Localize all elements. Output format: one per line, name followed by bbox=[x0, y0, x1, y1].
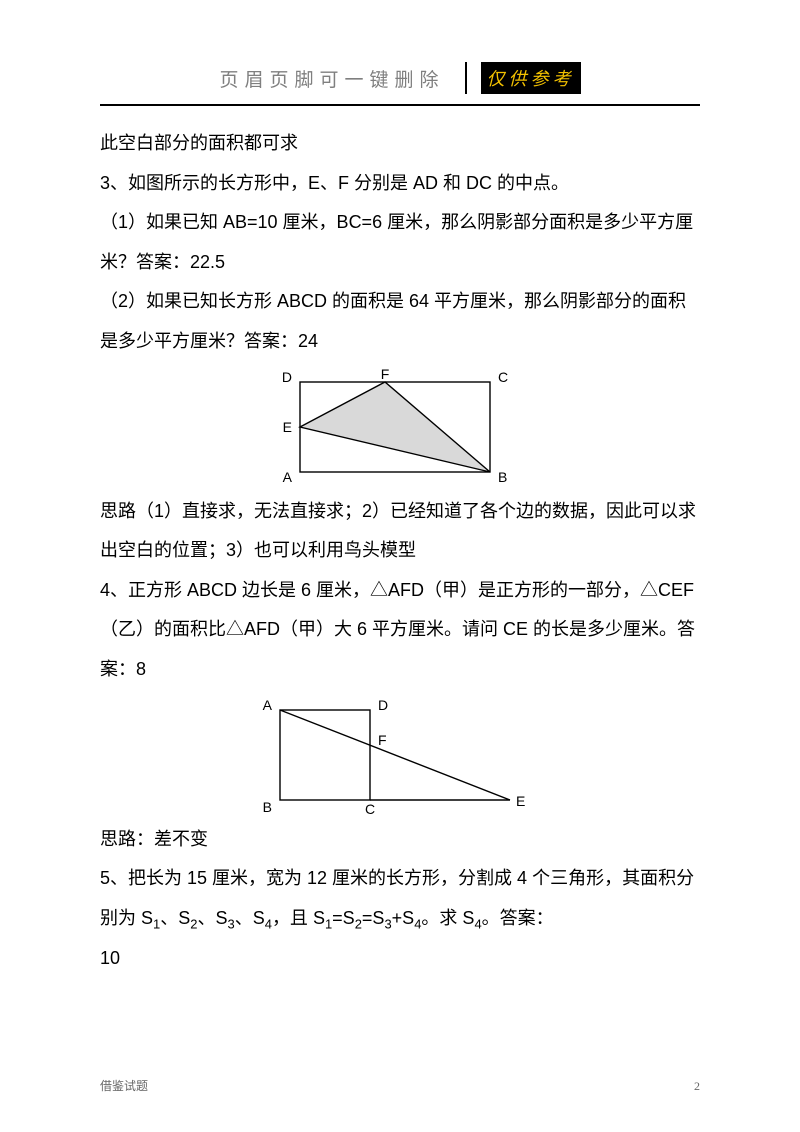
text: =S bbox=[362, 908, 385, 928]
header-divider bbox=[465, 62, 467, 94]
reference-stamp: 仅供参考 bbox=[481, 62, 581, 94]
diagram-2: A D F B C E bbox=[100, 696, 700, 816]
subscript: 4 bbox=[265, 916, 272, 931]
text: +S bbox=[392, 908, 415, 928]
text: 。求 S bbox=[421, 908, 474, 928]
text: 。答案： bbox=[482, 908, 554, 928]
stamp-text: 仅供参考 bbox=[487, 65, 575, 91]
document-body: 此空白部分的面积都可求 3、如图所示的长方形中，E、F 分别是 AD 和 DC … bbox=[100, 124, 700, 978]
paragraph: 10 bbox=[100, 939, 700, 979]
subscript: 3 bbox=[227, 916, 234, 931]
text: 、S bbox=[235, 908, 265, 928]
label-F: F bbox=[381, 368, 390, 382]
label-A: A bbox=[283, 469, 293, 485]
paragraph: 5、把长为 15 厘米，宽为 12 厘米的长方形，分割成 4 个三角形，其面积分… bbox=[100, 859, 700, 939]
label-E: E bbox=[516, 793, 525, 809]
rectangle-efb-diagram: D F C E A B bbox=[280, 368, 520, 488]
label-B: B bbox=[498, 469, 507, 485]
label-E: E bbox=[283, 419, 292, 435]
paragraph: 4、正方形 ABCD 边长是 6 厘米，△AFD（甲）是正方形的一部分，△CEF… bbox=[100, 571, 700, 690]
label-F: F bbox=[378, 732, 387, 748]
square-extension-diagram: A D F B C E bbox=[260, 696, 540, 816]
text: =S bbox=[332, 908, 355, 928]
page-footer: 借鉴试题 2 bbox=[100, 1077, 700, 1094]
text: 、S bbox=[160, 908, 190, 928]
header-rule bbox=[100, 104, 700, 106]
subscript: 3 bbox=[384, 916, 391, 931]
text: 、S bbox=[197, 908, 227, 928]
label-A: A bbox=[263, 697, 273, 713]
subscript: 2 bbox=[355, 916, 362, 931]
paragraph: 思路：差不变 bbox=[100, 820, 700, 860]
label-B: B bbox=[263, 799, 272, 815]
footer-left-text: 借鉴试题 bbox=[100, 1077, 148, 1094]
header-text: 页眉页脚可一键删除 bbox=[219, 65, 444, 92]
paragraph: （2）如果已知长方形 ABCD 的面积是 64 平方厘米，那么阴影部分的面积是多… bbox=[100, 282, 700, 361]
label-D: D bbox=[282, 369, 292, 385]
label-C: C bbox=[498, 369, 508, 385]
label-D: D bbox=[378, 697, 388, 713]
paragraph: 此空白部分的面积都可求 bbox=[100, 124, 700, 164]
paragraph: 思路（1）直接求，无法直接求；2）已经知道了各个边的数据，因此可以求出空白的位置… bbox=[100, 492, 700, 571]
diagram-1: D F C E A B bbox=[100, 368, 700, 488]
page-number: 2 bbox=[694, 1079, 700, 1094]
page-header: 页眉页脚可一键删除 仅供参考 bbox=[100, 60, 700, 96]
text: ，且 S bbox=[272, 908, 325, 928]
label-C: C bbox=[365, 801, 375, 816]
subscript: 4 bbox=[474, 916, 481, 931]
paragraph: （1）如果已知 AB=10 厘米，BC=6 厘米，那么阴影部分面积是多少平方厘米… bbox=[100, 203, 700, 282]
paragraph: 3、如图所示的长方形中，E、F 分别是 AD 和 DC 的中点。 bbox=[100, 164, 700, 204]
